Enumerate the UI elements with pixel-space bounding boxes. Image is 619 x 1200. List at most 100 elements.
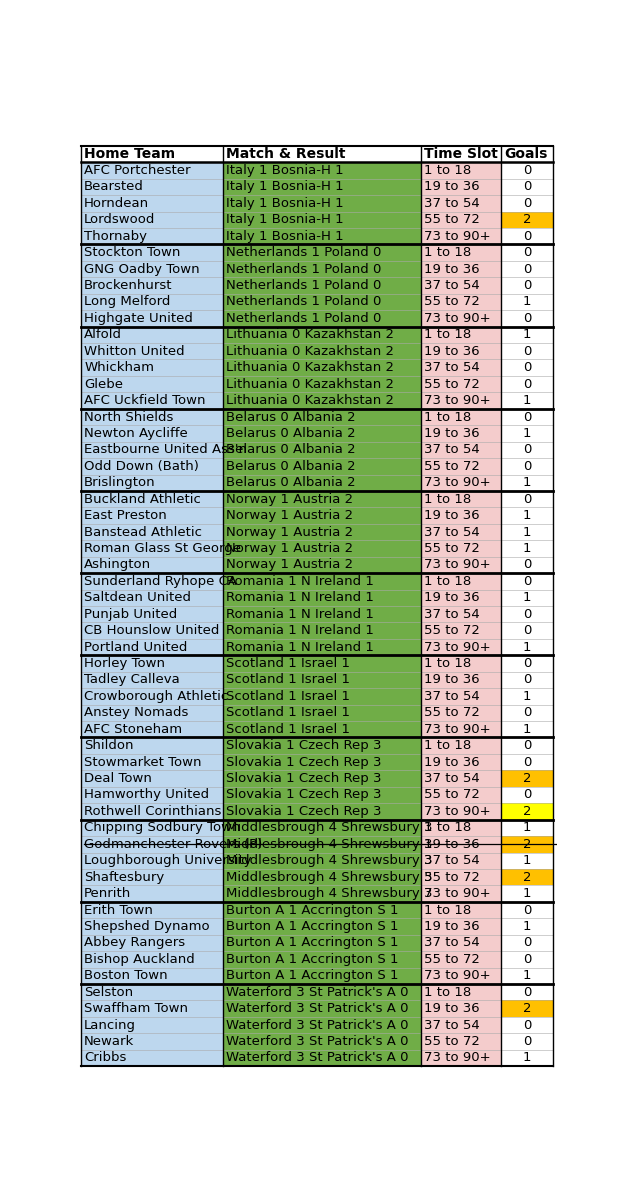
Text: 55 to 72: 55 to 72 [424, 542, 480, 554]
Text: Burton A 1 Accrington S 1: Burton A 1 Accrington S 1 [226, 970, 398, 983]
Bar [501, 606, 553, 623]
Bar [223, 425, 421, 442]
Bar [501, 721, 553, 738]
Text: 73 to 90+: 73 to 90+ [424, 394, 491, 407]
Text: Horndean: Horndean [84, 197, 149, 210]
Bar [421, 376, 501, 392]
Bar [501, 902, 553, 918]
Text: 19 to 36: 19 to 36 [424, 509, 480, 522]
Bar [81, 1016, 223, 1033]
Bar [501, 376, 553, 392]
Text: CB Hounslow United: CB Hounslow United [84, 624, 220, 637]
Text: Portland United: Portland United [84, 641, 188, 654]
Text: Chipping Sodbury Town: Chipping Sodbury Town [84, 821, 241, 834]
Bar [501, 967, 553, 984]
Text: East Preston: East Preston [84, 509, 167, 522]
Text: 1: 1 [523, 509, 532, 522]
Bar [421, 228, 501, 245]
Bar [223, 688, 421, 704]
Bar [223, 277, 421, 294]
Text: Waterford 3 St Patrick's A 0: Waterford 3 St Patrick's A 0 [226, 1051, 408, 1064]
Bar [223, 574, 421, 589]
Bar [81, 425, 223, 442]
Bar [223, 836, 421, 852]
Bar [81, 803, 223, 820]
Text: 55 to 72: 55 to 72 [424, 295, 480, 308]
Bar [81, 638, 223, 655]
Bar [223, 228, 421, 245]
Text: Italy 1 Bosnia-H 1: Italy 1 Bosnia-H 1 [226, 164, 344, 176]
Text: AFC Portchester: AFC Portchester [84, 164, 191, 176]
Bar [421, 326, 501, 343]
Bar [223, 1001, 421, 1016]
Bar [501, 491, 553, 508]
Text: Norway 1 Austria 2: Norway 1 Austria 2 [226, 493, 353, 505]
Bar [421, 277, 501, 294]
Text: Lithuania 0 Kazakhstan 2: Lithuania 0 Kazakhstan 2 [226, 394, 394, 407]
Bar [223, 770, 421, 787]
Text: 1 to 18: 1 to 18 [424, 493, 471, 505]
Text: Stowmarket Town: Stowmarket Town [84, 756, 202, 769]
Text: Italy 1 Bosnia-H 1: Italy 1 Bosnia-H 1 [226, 214, 344, 227]
Text: Horley Town: Horley Town [84, 658, 165, 670]
Text: Anstey Nomads: Anstey Nomads [84, 707, 188, 719]
Bar [81, 672, 223, 688]
Bar [223, 1033, 421, 1050]
Text: 37 to 54: 37 to 54 [424, 1019, 480, 1032]
Bar [81, 704, 223, 721]
Bar [81, 540, 223, 557]
Bar [421, 935, 501, 952]
Bar [501, 638, 553, 655]
Bar [501, 1033, 553, 1050]
Bar [81, 146, 223, 162]
Bar [421, 196, 501, 211]
Bar [501, 310, 553, 326]
Bar [421, 524, 501, 540]
Text: Newark: Newark [84, 1036, 134, 1048]
Bar [501, 360, 553, 376]
Text: 37 to 54: 37 to 54 [424, 690, 480, 703]
Bar [223, 376, 421, 392]
Text: Slovakia 1 Czech Rep 3: Slovakia 1 Czech Rep 3 [226, 788, 381, 802]
Bar [81, 179, 223, 196]
Bar [501, 260, 553, 277]
Bar [501, 869, 553, 886]
Bar [421, 952, 501, 967]
Text: Long Melford: Long Melford [84, 295, 170, 308]
Text: 0: 0 [523, 788, 532, 802]
Text: Belarus 0 Albania 2: Belarus 0 Albania 2 [226, 427, 355, 440]
Text: Netherlands 1 Poland 0: Netherlands 1 Poland 0 [226, 263, 381, 276]
Text: Netherlands 1 Poland 0: Netherlands 1 Poland 0 [226, 312, 381, 325]
Bar [501, 918, 553, 935]
Text: Middlesbrough 4 Shrewsbury 3: Middlesbrough 4 Shrewsbury 3 [226, 887, 432, 900]
Bar [223, 886, 421, 902]
Bar [223, 491, 421, 508]
Bar [421, 770, 501, 787]
Bar [501, 458, 553, 474]
Text: Alfold: Alfold [84, 329, 122, 341]
Bar [223, 442, 421, 458]
Bar [81, 1033, 223, 1050]
Text: Banstead Athletic: Banstead Athletic [84, 526, 202, 539]
Text: 1 to 18: 1 to 18 [424, 329, 471, 341]
Bar [81, 409, 223, 425]
Bar [81, 245, 223, 260]
Bar [421, 260, 501, 277]
Text: Selston: Selston [84, 985, 133, 998]
Bar [501, 277, 553, 294]
Bar [421, 162, 501, 179]
Bar [81, 376, 223, 392]
Text: Slovakia 1 Czech Rep 3: Slovakia 1 Czech Rep 3 [226, 739, 381, 752]
Text: 19 to 36: 19 to 36 [424, 180, 480, 193]
Bar [501, 655, 553, 672]
Bar [223, 672, 421, 688]
Bar [81, 442, 223, 458]
Bar [501, 179, 553, 196]
Text: 55 to 72: 55 to 72 [424, 788, 480, 802]
Bar [223, 935, 421, 952]
Bar [81, 1001, 223, 1016]
Text: Sunderland Ryhope CA: Sunderland Ryhope CA [84, 575, 237, 588]
Text: 1 to 18: 1 to 18 [424, 410, 471, 424]
Text: 1 to 18: 1 to 18 [424, 904, 471, 917]
Text: 0: 0 [523, 197, 532, 210]
